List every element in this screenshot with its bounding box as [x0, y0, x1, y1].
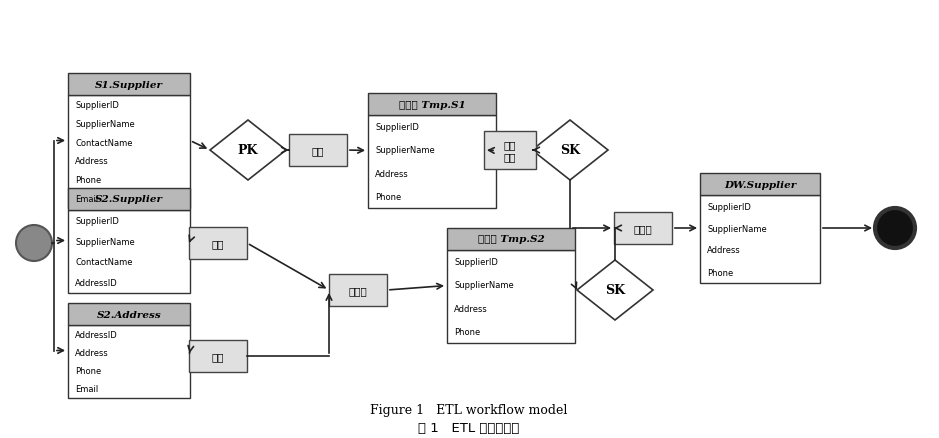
- Text: DW.Supplier: DW.Supplier: [724, 180, 796, 189]
- FancyBboxPatch shape: [68, 303, 190, 325]
- FancyBboxPatch shape: [614, 212, 672, 244]
- Text: 地址
转换: 地址 转换: [503, 140, 516, 162]
- Text: Email: Email: [75, 194, 99, 204]
- Text: Phone: Phone: [707, 268, 733, 277]
- FancyBboxPatch shape: [447, 251, 575, 343]
- Text: SupplierID: SupplierID: [375, 123, 419, 132]
- FancyBboxPatch shape: [484, 132, 536, 170]
- FancyBboxPatch shape: [289, 135, 347, 166]
- FancyBboxPatch shape: [447, 229, 575, 251]
- Text: SK: SK: [560, 144, 580, 157]
- Text: SupplierName: SupplierName: [375, 146, 435, 155]
- FancyBboxPatch shape: [368, 94, 496, 116]
- Text: 中间表 Tmp.S1: 中间表 Tmp.S1: [399, 100, 466, 109]
- FancyBboxPatch shape: [368, 116, 496, 208]
- FancyBboxPatch shape: [189, 227, 247, 259]
- Text: 抄取: 抄取: [312, 146, 324, 155]
- FancyBboxPatch shape: [68, 211, 190, 293]
- FancyBboxPatch shape: [700, 173, 820, 195]
- Text: ContactName: ContactName: [75, 258, 132, 267]
- Text: Address: Address: [707, 246, 741, 255]
- Circle shape: [16, 226, 52, 261]
- Text: 外连接: 外连接: [348, 285, 367, 295]
- Text: Phone: Phone: [454, 327, 480, 336]
- FancyBboxPatch shape: [189, 340, 247, 372]
- Text: SupplierID: SupplierID: [707, 202, 751, 211]
- FancyBboxPatch shape: [68, 189, 190, 211]
- Text: Address: Address: [75, 157, 109, 166]
- Text: SupplierID: SupplierID: [75, 216, 119, 226]
- FancyBboxPatch shape: [68, 325, 190, 398]
- Text: SupplierID: SupplierID: [75, 101, 119, 110]
- Polygon shape: [577, 261, 653, 320]
- Text: S2.Supplier: S2.Supplier: [95, 195, 163, 204]
- Text: Figure 1   ETL workflow model: Figure 1 ETL workflow model: [370, 403, 568, 417]
- Text: 抄取: 抄取: [212, 238, 224, 248]
- Text: SupplierName: SupplierName: [75, 120, 135, 128]
- Text: Address: Address: [75, 348, 109, 357]
- Text: SupplierName: SupplierName: [75, 237, 135, 246]
- Text: AddressID: AddressID: [75, 279, 117, 287]
- FancyBboxPatch shape: [68, 96, 190, 208]
- FancyBboxPatch shape: [68, 74, 190, 96]
- Text: SupplierName: SupplierName: [454, 281, 514, 290]
- Text: Email: Email: [75, 385, 99, 393]
- Text: S2.Address: S2.Address: [97, 310, 162, 319]
- Text: Address: Address: [454, 304, 487, 313]
- Text: SupplierName: SupplierName: [707, 224, 767, 233]
- Text: SK: SK: [605, 284, 625, 297]
- Polygon shape: [210, 121, 286, 180]
- Circle shape: [875, 208, 915, 248]
- Text: ContactName: ContactName: [75, 138, 132, 147]
- Text: 中间表 Tmp.S2: 中间表 Tmp.S2: [478, 235, 545, 244]
- Text: S1.Supplier: S1.Supplier: [95, 80, 163, 89]
- Text: Phone: Phone: [75, 176, 101, 185]
- Text: 抄取: 抄取: [212, 351, 224, 361]
- Text: PK: PK: [238, 144, 258, 157]
- Polygon shape: [532, 121, 608, 180]
- Text: 并运算: 并运算: [634, 223, 653, 233]
- FancyBboxPatch shape: [329, 274, 387, 306]
- Text: AddressID: AddressID: [75, 330, 117, 339]
- Text: SupplierID: SupplierID: [454, 258, 498, 266]
- Text: 图 1   ETL 工作流模型: 图 1 ETL 工作流模型: [418, 421, 519, 434]
- Text: Address: Address: [375, 169, 408, 178]
- Text: Phone: Phone: [375, 192, 401, 201]
- Text: Phone: Phone: [75, 366, 101, 375]
- FancyBboxPatch shape: [700, 195, 820, 283]
